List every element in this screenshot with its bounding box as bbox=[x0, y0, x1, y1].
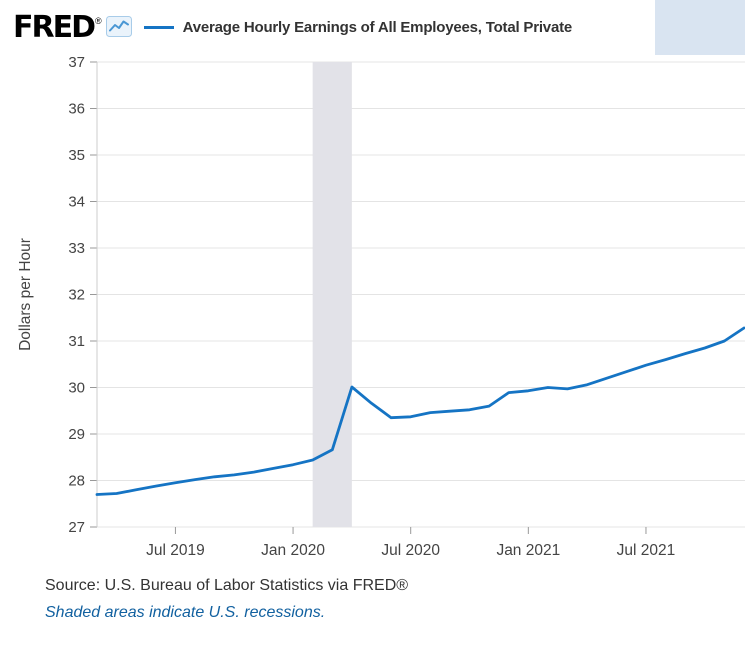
page-background-corner bbox=[655, 0, 745, 55]
source-text: Source: U.S. Bureau of Labor Statistics … bbox=[45, 577, 409, 594]
series-legend: Average Hourly Earnings of All Employees… bbox=[143, 19, 573, 36]
fred-logo-link[interactable]: FRED ® bbox=[13, 9, 132, 45]
chart-header: FRED ® Average Hourly Earnings of All Em… bbox=[0, 0, 660, 55]
fred-logo-registered-mark: ® bbox=[95, 15, 102, 26]
chart-footer: Source: U.S. Bureau of Labor Statistics … bbox=[45, 577, 408, 622]
x-tick-label: Jul 2021 bbox=[617, 542, 676, 559]
x-tick-label: Jul 2020 bbox=[381, 542, 440, 559]
y-tick-label: 34 bbox=[68, 194, 85, 211]
y-axis-label: Dollars per Hour bbox=[17, 238, 34, 351]
series-line-swatch bbox=[143, 26, 174, 29]
x-tick-label: Jan 2021 bbox=[496, 542, 560, 559]
series-line bbox=[95, 326, 745, 496]
y-tick-label: 33 bbox=[68, 240, 85, 257]
y-tick-label: 32 bbox=[68, 287, 85, 304]
y-tick-label: 36 bbox=[68, 101, 85, 118]
recession-note-link[interactable]: Shaded areas indicate U.S. recessions. bbox=[45, 604, 326, 621]
y-tick-label: 35 bbox=[68, 147, 85, 164]
y-tick-label: 37 bbox=[68, 55, 85, 71]
x-tick-label: Jan 2020 bbox=[261, 542, 325, 559]
series-title: Average Hourly Earnings of All Employees… bbox=[182, 19, 573, 36]
y-tick-label: 28 bbox=[68, 473, 85, 490]
x-tick-label: Jul 2019 bbox=[146, 542, 205, 559]
y-tick-label: 31 bbox=[68, 333, 85, 350]
y-tick-label: 30 bbox=[68, 380, 85, 397]
line-chart[interactable]: 27 28 29 30 31 32 33 34 35 36 37 Jul 2019 Jan 2020 Ju… bbox=[0, 55, 745, 575]
y-tick-label: 27 bbox=[68, 519, 85, 536]
fred-sparkline-icon bbox=[105, 15, 132, 42]
y-tick-label: 29 bbox=[68, 426, 85, 443]
fred-logo-text: FRED bbox=[13, 9, 96, 45]
